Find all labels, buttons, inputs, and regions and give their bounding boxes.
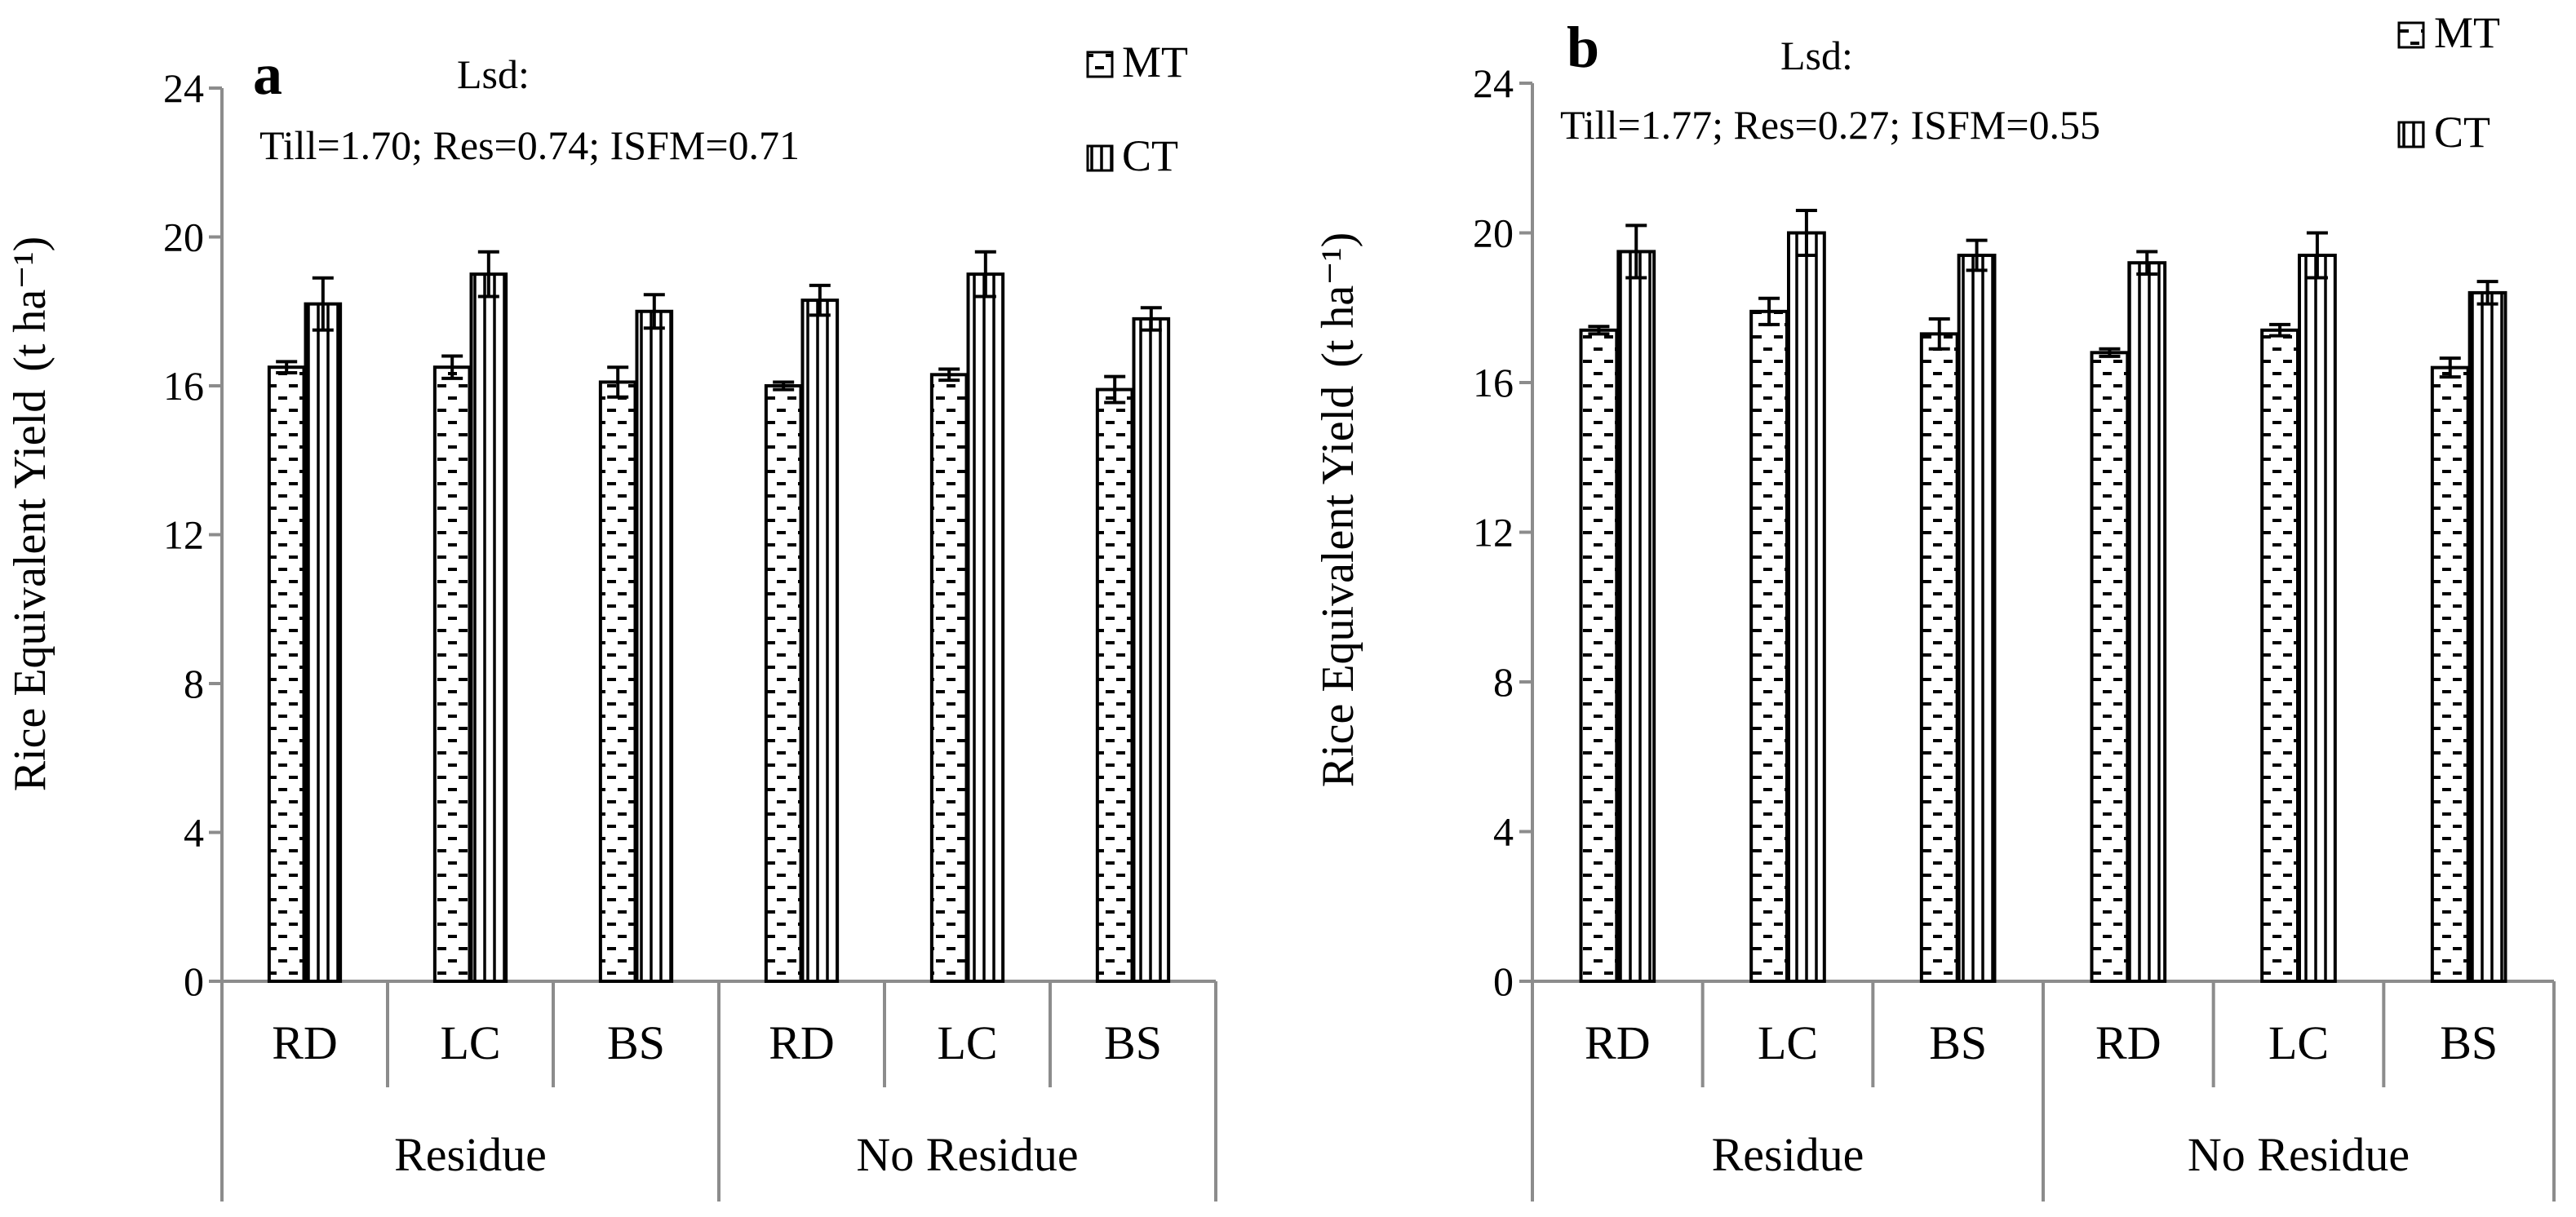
y-tick-label: 8 (1493, 659, 1514, 705)
bar-ct-rd (1616, 250, 1656, 983)
category-label: BS (1929, 1016, 1987, 1069)
lsd-values: Till=1.70; Res=0.74; ISFM=0.71 (259, 122, 800, 168)
panel-label: b (1567, 15, 1599, 80)
bar-ct-lc (469, 272, 508, 983)
bar-mt-lc (2260, 328, 2299, 983)
y-axis-label-text: Rice Equivalent Yield (1313, 386, 1363, 787)
category-label: LC (937, 1016, 997, 1069)
category-label: LC (2268, 1016, 2329, 1069)
legend-swatch-mt (2397, 21, 2425, 49)
legend-label-ct: CT (2434, 108, 2490, 157)
lsd-values: Till=1.77; Res=0.27; ISFM=0.55 (1560, 102, 2100, 148)
y-tick-label: 24 (1473, 60, 1514, 106)
y-axis-label-unit: (t ha⁻¹) (1313, 232, 1363, 368)
chart-panel-a: 0 4 8 12 16 20 24 RD LC BS RD LC BS Residue No Residue… (5, 38, 1217, 1202)
y-tick-label: 16 (1473, 360, 1514, 405)
bar-ct-lc (966, 272, 1005, 983)
y-tick-label: 20 (1473, 210, 1514, 256)
y-axis-label: Rice Equivalent Yield (t ha⁻¹) (5, 237, 55, 792)
legend-swatch-ct (1086, 144, 1114, 172)
category-label: RD (1585, 1016, 1651, 1069)
y-axis-label: Rice Equivalent Yield (t ha⁻¹) (1313, 232, 1363, 788)
panel-label: a (253, 42, 282, 107)
legend-label-ct: CT (1122, 131, 1178, 180)
bar-mt-bs (1095, 387, 1134, 983)
y-tick-label: 0 (1493, 958, 1514, 1004)
category-label: LC (440, 1016, 500, 1069)
group-label: Residue (394, 1128, 547, 1181)
bar-ct-rd (800, 299, 840, 983)
legend-swatch-ct (2397, 121, 2425, 148)
bar-mt-lc (1749, 309, 1789, 983)
y-tick-label: 8 (184, 661, 204, 706)
legend-label-mt: MT (1122, 38, 1188, 86)
bar-mt-rd (2090, 351, 2130, 983)
category-label: LC (1758, 1016, 1818, 1069)
legend-swatch-mt (1086, 51, 1114, 78)
group-label: No Residue (856, 1128, 1078, 1181)
bar-mt-rd (267, 365, 306, 983)
bar-ct-lc (1787, 231, 1826, 983)
bar-ct-bs (1957, 254, 1997, 983)
bar-ct-bs (2467, 290, 2507, 983)
legend-label-mt: MT (2434, 8, 2500, 57)
bar-ct-rd (2127, 261, 2167, 983)
group-label: Residue (1712, 1128, 1864, 1181)
lsd-title: Lsd: (1780, 33, 1853, 78)
bar-mt-lc (432, 365, 472, 983)
y-tick-label: 0 (184, 958, 204, 1004)
chart-panel-b: 0 4 8 12 16 20 24 RD LC BS RD LC BS Residue No Residue… (1313, 8, 2556, 1202)
category-label: RD (769, 1016, 835, 1069)
bar-ct-rd (304, 302, 343, 983)
y-axis-label-unit: (t ha⁻¹) (5, 237, 55, 372)
category-label: BS (1104, 1016, 1162, 1069)
bar-ct-bs (635, 309, 674, 983)
y-tick-label: 24 (163, 65, 204, 111)
lsd-title: Lsd: (457, 51, 530, 97)
y-tick-label: 12 (1473, 510, 1514, 555)
bar-ct-bs (1132, 316, 1171, 983)
bar-mt-rd (1579, 328, 1619, 983)
bar-mt-rd (764, 384, 803, 983)
y-tick-label: 4 (184, 810, 204, 856)
y-tick-label: 4 (1493, 809, 1514, 855)
bar-mt-bs (2430, 365, 2470, 983)
category-label: BS (2440, 1016, 2498, 1069)
category-label: RD (2095, 1016, 2161, 1069)
category-label: BS (607, 1016, 665, 1069)
y-tick-label: 12 (163, 512, 204, 558)
group-label: No Residue (2188, 1128, 2410, 1181)
y-tick-label: 16 (163, 363, 204, 409)
y-axis-label-text: Rice Equivalent Yield (5, 390, 55, 791)
bar-mt-bs (598, 380, 637, 983)
category-label: RD (272, 1016, 338, 1069)
bar-mt-lc (929, 373, 969, 983)
bar-mt-bs (1919, 332, 1959, 983)
y-tick-label: 20 (163, 215, 204, 260)
bar-ct-lc (2298, 254, 2337, 983)
